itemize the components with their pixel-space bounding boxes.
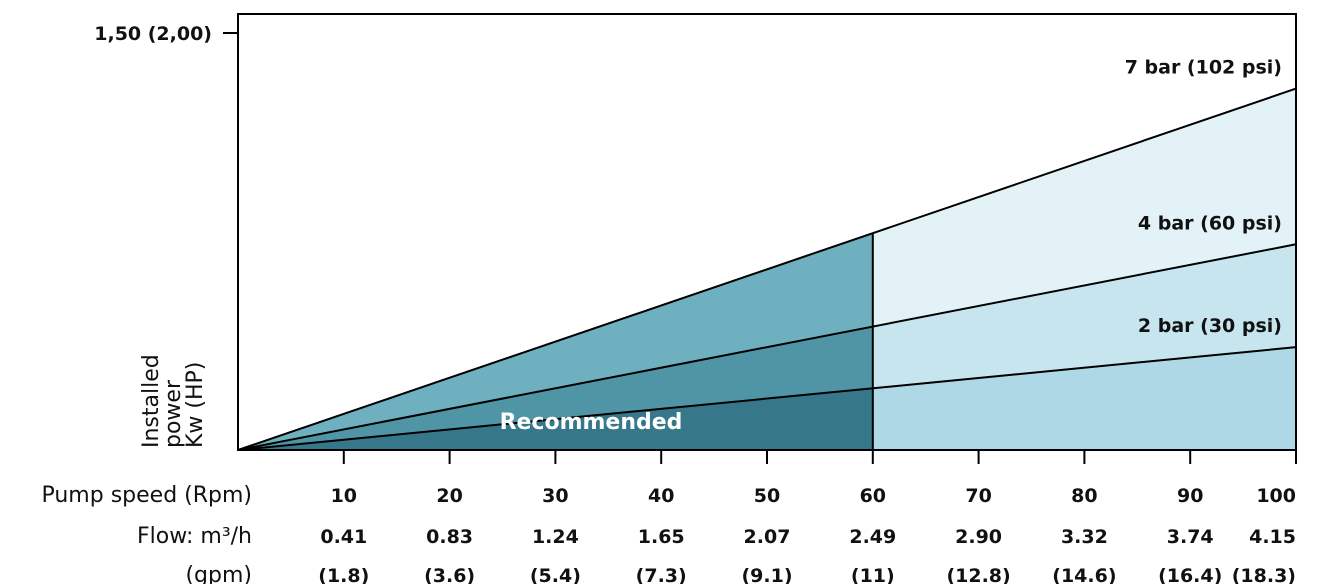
series-label-1: 7 bar (102 psi): [1125, 57, 1282, 79]
x-row-2-value: 2.49: [849, 526, 896, 548]
x-row-1-value: 10: [331, 485, 357, 507]
x-row-2-value: 0.83: [426, 526, 473, 548]
beyond-band-1: [872, 88, 1296, 327]
x-row-2-value: 2.90: [955, 526, 1002, 548]
x-row-2-value: 4.15: [1249, 526, 1296, 548]
series-line-2: [237, 243, 1297, 451]
x-row-1-value: 100: [1256, 485, 1296, 507]
x-row-1-value: 60: [860, 485, 886, 507]
x-row-1-value: 70: [965, 485, 991, 507]
y-axis-label-line-1: Installed: [139, 354, 164, 448]
x-row-2-value: 2.07: [744, 526, 791, 548]
x-row-3-value: (5.4): [530, 565, 581, 584]
x-row-3-value: (9.1): [741, 565, 792, 584]
x-row-2-value: 1.65: [638, 526, 685, 548]
series-lines: [237, 87, 1297, 451]
x-row-2-value: 1.24: [532, 526, 579, 548]
x-row-3-value: (18.3): [1232, 565, 1296, 584]
x-row-3-value: (3.6): [424, 565, 475, 584]
recommended-zone-label: Recommended: [500, 410, 683, 435]
x-row-3-value: (1.8): [318, 565, 369, 584]
y-tick-label: 1,50 (2,00): [94, 23, 212, 45]
x-row-1-value: 20: [436, 485, 462, 507]
x-axis-rows: Pump speed (Rpm) 10 20 30 40 50 60 70 80 90 100 Flo…: [41, 483, 1296, 584]
x-ticks: [342, 450, 1297, 464]
series-label-2: 4 bar (60 psi): [1138, 212, 1282, 234]
x-row-1-value: 50: [754, 485, 780, 507]
x-row-label-2: Flow: m³/h: [137, 524, 252, 549]
series-labels: 7 bar (102 psi) 4 bar (60 psi) 2 bar (30 p…: [1125, 57, 1282, 338]
x-row-3-value: (14.6): [1052, 565, 1116, 584]
beyond-band-2: [872, 244, 1296, 389]
y-axis-label-line-2: power: [161, 379, 186, 448]
x-row-3-value: (12.8): [946, 565, 1010, 584]
y-axis-label: Installed power Kw (HP): [139, 354, 208, 448]
x-row-1-value: 90: [1177, 485, 1203, 507]
beyond-band-3: [872, 347, 1296, 450]
series-line-1: [237, 87, 1297, 451]
x-row-1-value: 30: [542, 485, 568, 507]
x-row-label-1: Pump speed (Rpm): [41, 483, 252, 508]
x-row-2-value: 0.41: [320, 526, 367, 548]
x-row-1-value: 80: [1071, 485, 1097, 507]
x-row-label-3: (gpm): [185, 563, 252, 584]
x-row-2-value: 3.74: [1167, 526, 1214, 548]
series-line-3: [237, 346, 1297, 451]
y-axis-label-line-3: Kw (HP): [183, 362, 208, 448]
x-row-3-value: (16.4): [1158, 565, 1222, 584]
series-label-3: 2 bar (30 psi): [1138, 315, 1282, 337]
x-row-3-value: (7.3): [636, 565, 687, 584]
x-row-2-value: 3.32: [1061, 526, 1108, 548]
x-row-1-value: 40: [648, 485, 674, 507]
x-row-3-value: (11): [851, 565, 895, 584]
